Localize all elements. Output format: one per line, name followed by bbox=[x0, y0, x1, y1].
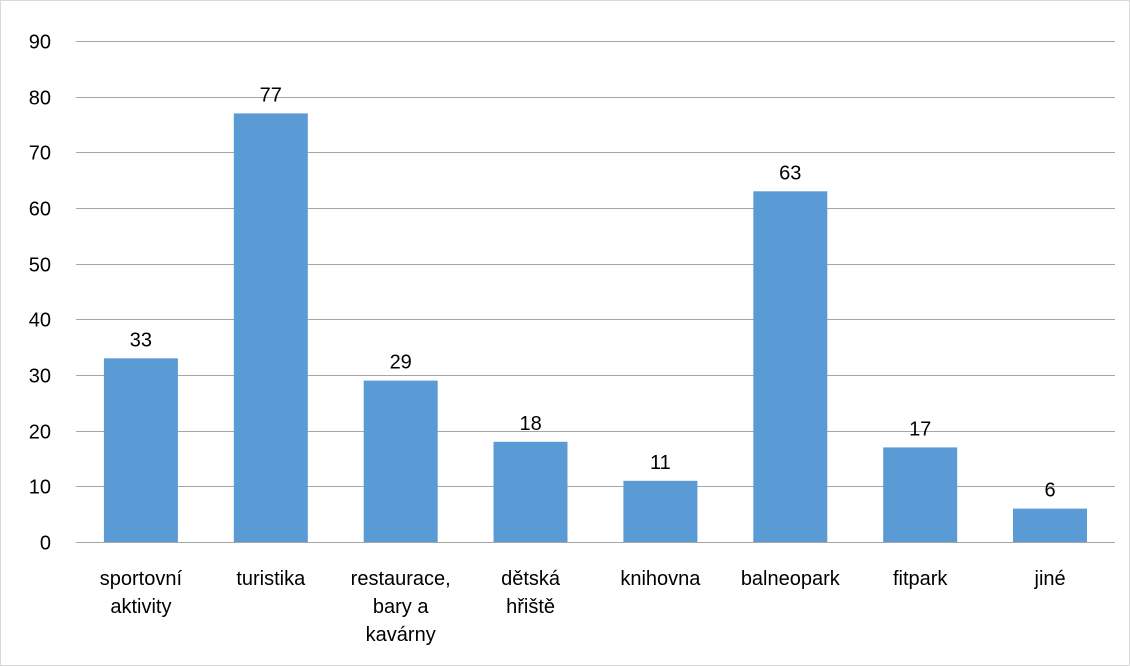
y-axis-ticks: 0 10 20 30 40 50 60 70 80 90 bbox=[29, 32, 51, 555]
y-tick-label: 10 bbox=[29, 477, 51, 499]
category-label: jiné bbox=[1034, 568, 1066, 590]
category-label: turistika bbox=[236, 568, 306, 590]
category-label-line: bary a bbox=[373, 596, 429, 618]
category-label-line: sportovní bbox=[100, 568, 183, 590]
category-label: knihovna bbox=[620, 568, 701, 590]
data-label: 63 bbox=[779, 162, 801, 184]
y-tick-label: 70 bbox=[29, 143, 51, 165]
y-tick-label: 20 bbox=[29, 422, 51, 444]
category-label-line: dětská bbox=[501, 568, 561, 590]
x-axis-categories: sportovní aktivity turistika restaurace, bar… bbox=[100, 568, 1066, 646]
bar bbox=[883, 447, 958, 542]
y-tick-label: 80 bbox=[29, 88, 51, 110]
y-tick-label: 0 bbox=[40, 533, 51, 555]
gridlines bbox=[76, 41, 1115, 543]
data-label: 6 bbox=[1045, 480, 1056, 502]
category-label: balneopark bbox=[741, 568, 841, 590]
bar bbox=[363, 380, 438, 542]
data-label: 17 bbox=[909, 418, 931, 440]
category-label: fitpark bbox=[893, 568, 948, 590]
bar bbox=[623, 480, 698, 542]
category-label-line: hřiště bbox=[506, 596, 555, 618]
category-label-line: fitpark bbox=[893, 568, 948, 590]
y-tick-label: 30 bbox=[29, 366, 51, 388]
category-label-line: jiné bbox=[1034, 568, 1066, 590]
data-label: 33 bbox=[130, 329, 152, 351]
y-tick-label: 60 bbox=[29, 199, 51, 221]
data-label: 11 bbox=[650, 452, 671, 474]
category-label: dětská hřiště bbox=[501, 568, 561, 618]
category-label-line: balneopark bbox=[741, 568, 841, 590]
data-label: 77 bbox=[260, 84, 282, 106]
category-label: restaurace, bary a kavárny bbox=[351, 568, 451, 646]
data-label: 18 bbox=[519, 413, 541, 435]
category-label-line: knihovna bbox=[620, 568, 701, 590]
data-label: 29 bbox=[390, 352, 412, 374]
bar bbox=[103, 358, 178, 542]
category-label-line: restaurace, bbox=[351, 568, 451, 590]
bars bbox=[103, 113, 1087, 543]
y-tick-label: 90 bbox=[29, 32, 51, 54]
y-tick-label: 50 bbox=[29, 255, 51, 277]
y-tick-label: 40 bbox=[29, 310, 51, 332]
data-labels: 33 77 29 18 11 63 17 6 bbox=[130, 84, 1056, 501]
bar bbox=[1013, 508, 1087, 542]
category-label-line: turistika bbox=[236, 568, 306, 590]
bar bbox=[753, 191, 828, 543]
category-label-line: aktivity bbox=[110, 596, 171, 618]
bar bbox=[233, 113, 308, 543]
bar bbox=[493, 441, 568, 542]
category-label: sportovní aktivity bbox=[100, 568, 183, 618]
category-label-line: kavárny bbox=[366, 624, 436, 646]
